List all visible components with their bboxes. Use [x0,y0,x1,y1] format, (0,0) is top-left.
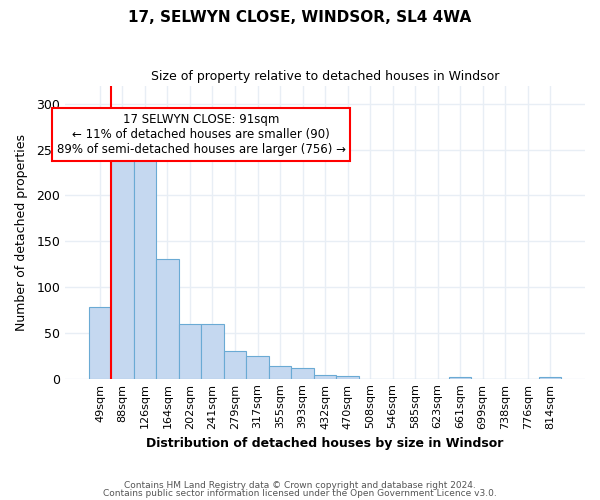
Bar [291,368,314,378]
Text: 17 SELWYN CLOSE: 91sqm
← 11% of detached houses are smaller (90)
89% of semi-det: 17 SELWYN CLOSE: 91sqm ← 11% of detached… [57,113,346,156]
Text: 17, SELWYN CLOSE, WINDSOR, SL4 4WA: 17, SELWYN CLOSE, WINDSOR, SL4 4WA [128,10,472,25]
Bar [449,377,472,378]
X-axis label: Distribution of detached houses by size in Windsor: Distribution of detached houses by size … [146,437,504,450]
Text: Contains HM Land Registry data © Crown copyright and database right 2024.: Contains HM Land Registry data © Crown c… [124,481,476,490]
Bar [539,377,562,378]
Title: Size of property relative to detached houses in Windsor: Size of property relative to detached ho… [151,70,499,83]
Bar [336,376,359,378]
Y-axis label: Number of detached properties: Number of detached properties [15,134,28,330]
Bar [111,147,134,378]
Bar [224,351,246,378]
Bar [156,258,179,378]
Bar [269,366,291,378]
Bar [314,375,336,378]
Bar [89,307,111,378]
Bar [201,324,224,378]
Bar [134,152,156,378]
Text: Contains public sector information licensed under the Open Government Licence v3: Contains public sector information licen… [103,488,497,498]
Bar [246,356,269,378]
Bar [179,324,201,378]
